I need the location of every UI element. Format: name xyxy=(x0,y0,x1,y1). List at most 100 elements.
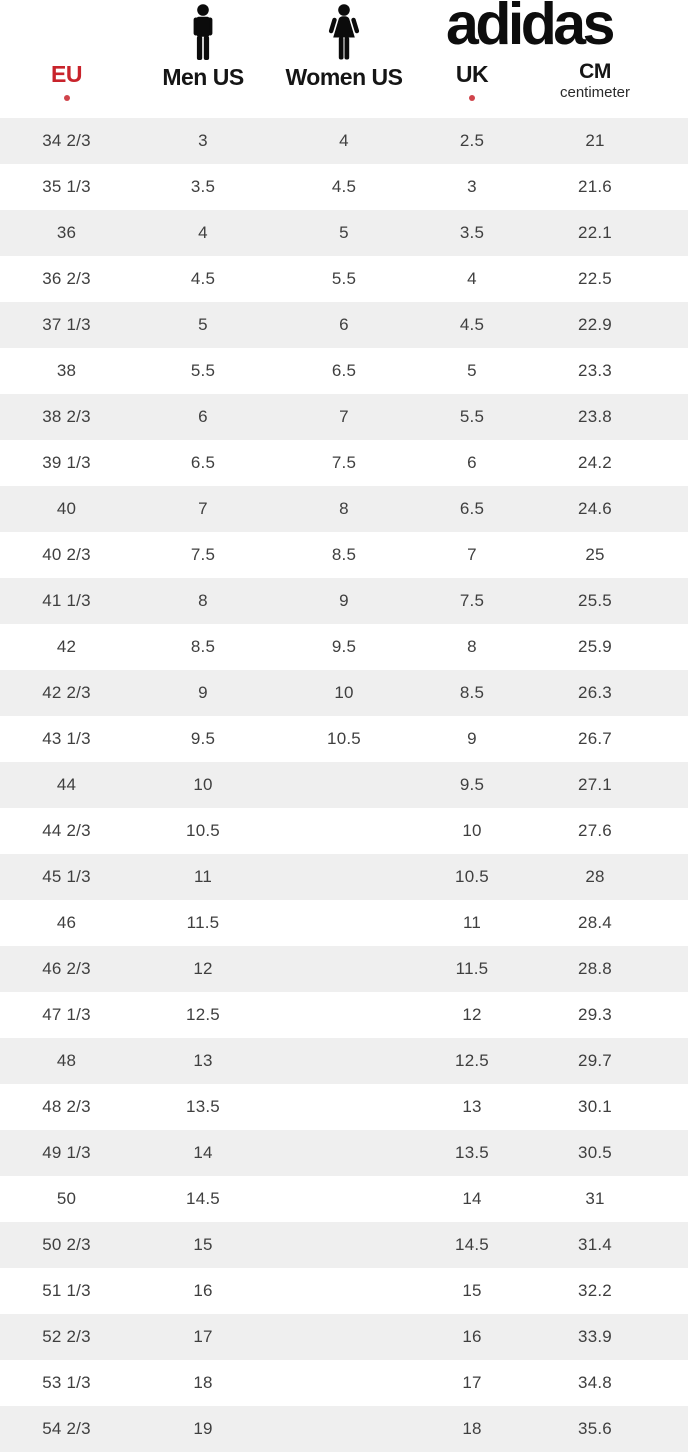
table-row: 38 2/3 6 7 5.5 23.8 xyxy=(0,394,688,440)
cell-cm: 22.1 xyxy=(578,223,612,242)
cell-cm: 21.6 xyxy=(578,177,612,196)
cell-cm: 27.1 xyxy=(578,775,612,794)
cell-men-us: 5.5 xyxy=(190,361,216,380)
cell-men-us: 10.5 xyxy=(186,821,220,840)
table-row: 54 2/3 19 18 35.6 xyxy=(0,1406,688,1452)
cell-uk: 7.5 xyxy=(459,591,485,610)
cell-eu: 45 1/3 xyxy=(42,867,91,886)
cell-cm: 23.3 xyxy=(578,361,612,380)
women-us-column-label: Women US xyxy=(285,64,403,90)
cell-eu: 35 1/3 xyxy=(42,177,91,196)
cell-cm: 25.9 xyxy=(578,637,612,656)
cell-eu: 47 1/3 xyxy=(42,1005,91,1024)
cell-men-us: 12.5 xyxy=(186,1005,220,1024)
table-row: 52 2/3 17 16 33.9 xyxy=(0,1314,688,1360)
cell-uk: 14 xyxy=(462,1189,482,1208)
cell-women-us: 9.5 xyxy=(331,637,357,656)
table-row: 35 1/3 3.5 4.5 3 21.6 xyxy=(0,164,688,210)
cell-uk: 10.5 xyxy=(455,867,489,886)
woman-icon xyxy=(328,4,360,60)
cell-men-us: 3.5 xyxy=(190,177,216,196)
cell-eu: 48 xyxy=(56,1051,77,1070)
cell-cm: 24.2 xyxy=(578,453,612,472)
cell-women-us: 7 xyxy=(339,407,349,426)
header-column-eu: EU xyxy=(0,0,133,118)
cell-men-us: 7.5 xyxy=(190,545,216,564)
cell-men-us: 13 xyxy=(193,1051,213,1070)
cell-uk: 12.5 xyxy=(455,1051,489,1070)
cell-men-us: 9.5 xyxy=(190,729,216,748)
cell-cm: 29.3 xyxy=(578,1005,612,1024)
cell-cm: 35.6 xyxy=(578,1419,612,1438)
cell-uk: 12 xyxy=(462,1005,482,1024)
cell-uk: 5 xyxy=(467,361,477,380)
cell-men-us: 14.5 xyxy=(186,1189,220,1208)
table-row: 38 5.5 6.5 5 23.3 xyxy=(0,348,688,394)
table-row: 36 4 5 3.5 22.1 xyxy=(0,210,688,256)
header-column-uk: UK xyxy=(415,0,529,118)
cell-uk: 13 xyxy=(462,1097,482,1116)
table-row: 51 1/3 16 15 32.2 xyxy=(0,1268,688,1314)
cell-cm: 21 xyxy=(585,131,605,150)
cell-men-us: 3 xyxy=(198,131,208,150)
cell-uk: 2.5 xyxy=(459,131,485,150)
cell-eu: 42 2/3 xyxy=(42,683,91,702)
table-row: 48 2/3 13.5 13 30.1 xyxy=(0,1084,688,1130)
table-row: 42 2/3 9 10 8.5 26.3 xyxy=(0,670,688,716)
eu-column-label: EU xyxy=(51,61,82,87)
cell-cm: 27.6 xyxy=(578,821,612,840)
cell-eu: 46 xyxy=(56,913,77,932)
table-row: 46 11.5 11 28.4 xyxy=(0,900,688,946)
uk-footnote-marker xyxy=(469,95,475,101)
cell-cm: 32.2 xyxy=(578,1281,612,1300)
table-row: 37 1/3 5 6 4.5 22.9 xyxy=(0,302,688,348)
cell-cm: 22.9 xyxy=(578,315,612,334)
cell-eu: 40 2/3 xyxy=(42,545,91,564)
cell-men-us: 6.5 xyxy=(190,453,216,472)
cell-cm: 23.8 xyxy=(578,407,612,426)
cell-eu: 44 2/3 xyxy=(42,821,91,840)
cell-men-us: 11 xyxy=(193,867,213,886)
cell-men-us: 7 xyxy=(198,499,208,518)
cell-men-us: 4.5 xyxy=(190,269,216,288)
table-row: 41 1/3 8 9 7.5 25.5 xyxy=(0,578,688,624)
cell-cm: 26.7 xyxy=(578,729,612,748)
cell-uk: 15 xyxy=(462,1281,482,1300)
cell-uk: 14.5 xyxy=(455,1235,489,1254)
eu-footnote-marker xyxy=(63,95,70,101)
cell-women-us: 8 xyxy=(339,499,349,518)
cell-cm: 28.8 xyxy=(578,959,612,978)
cell-uk: 7 xyxy=(467,545,477,564)
header-column-women-us: Women US xyxy=(273,0,415,118)
size-table-body: 34 2/3 3 4 2.5 21 35 1/3 3.5 4.5 3 21.6 … xyxy=(0,118,688,1452)
cell-men-us: 11.5 xyxy=(186,913,220,932)
cell-women-us: 5 xyxy=(339,223,349,242)
cell-uk: 9 xyxy=(467,729,477,748)
cell-uk: 13.5 xyxy=(455,1143,489,1162)
table-row: 36 2/3 4.5 5.5 4 22.5 xyxy=(0,256,688,302)
table-row: 44 10 9.5 27.1 xyxy=(0,762,688,808)
cell-men-us: 9 xyxy=(198,683,208,702)
cell-eu: 49 1/3 xyxy=(42,1143,91,1162)
cell-men-us: 12 xyxy=(193,959,213,978)
cell-uk: 11.5 xyxy=(455,959,489,978)
cell-uk: 3.5 xyxy=(459,223,485,242)
cell-uk: 6.5 xyxy=(459,499,485,518)
table-row: 44 2/3 10.5 10 27.6 xyxy=(0,808,688,854)
cell-eu: 48 2/3 xyxy=(42,1097,91,1116)
cell-uk: 5.5 xyxy=(459,407,485,426)
cell-women-us: 4.5 xyxy=(331,177,357,196)
table-row: 47 1/3 12.5 12 29.3 xyxy=(0,992,688,1038)
cell-women-us: 5.5 xyxy=(331,269,357,288)
table-row: 49 1/3 14 13.5 30.5 xyxy=(0,1130,688,1176)
cell-cm: 31.4 xyxy=(578,1235,612,1254)
cell-eu: 39 1/3 xyxy=(42,453,91,472)
table-row: 50 14.5 14 31 xyxy=(0,1176,688,1222)
cell-cm: 31 xyxy=(585,1189,605,1208)
cell-women-us: 10 xyxy=(334,683,354,702)
table-row: 34 2/3 3 4 2.5 21 xyxy=(0,118,688,164)
cell-eu: 54 2/3 xyxy=(42,1419,91,1438)
cell-eu: 46 2/3 xyxy=(42,959,91,978)
cell-uk: 11 xyxy=(462,913,482,932)
